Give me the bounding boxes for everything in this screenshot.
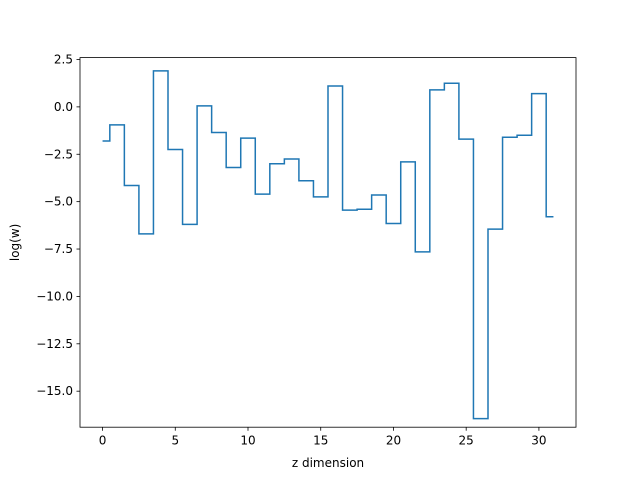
x-tick-label: 15 <box>313 434 328 448</box>
y-tick-label: −7.5 <box>44 242 73 256</box>
plot-marks <box>102 70 554 420</box>
x-tick-label: 25 <box>459 434 474 448</box>
y-tick-label: −5.0 <box>44 195 73 209</box>
y-tick-label: −10.0 <box>36 289 73 303</box>
x-tick-label: 5 <box>171 434 179 448</box>
y-tick-label: 2.5 <box>54 52 73 66</box>
y-axis-label: log(w) <box>8 224 22 261</box>
x-axis-ticks: 0 5 10 15 20 25 30 <box>99 427 547 448</box>
y-tick-label: −15.0 <box>36 384 73 398</box>
x-tick-label: 20 <box>386 434 401 448</box>
x-tick-label: 10 <box>240 434 255 448</box>
y-tick-label: 0.0 <box>54 100 73 114</box>
y-tick-label: −2.5 <box>44 147 73 161</box>
x-tick-label: 30 <box>531 434 546 448</box>
x-axis-label: z dimension <box>292 456 364 470</box>
series-line-0 <box>102 70 554 420</box>
plot-frame <box>79 57 577 428</box>
y-axis-ticks: 2.5 0.0 −2.5 −5.0 −7.5 −10.0 −12.5 −15.0 <box>36 52 80 398</box>
x-tick-label: 0 <box>99 434 107 448</box>
y-tick-label: −12.5 <box>36 337 73 351</box>
